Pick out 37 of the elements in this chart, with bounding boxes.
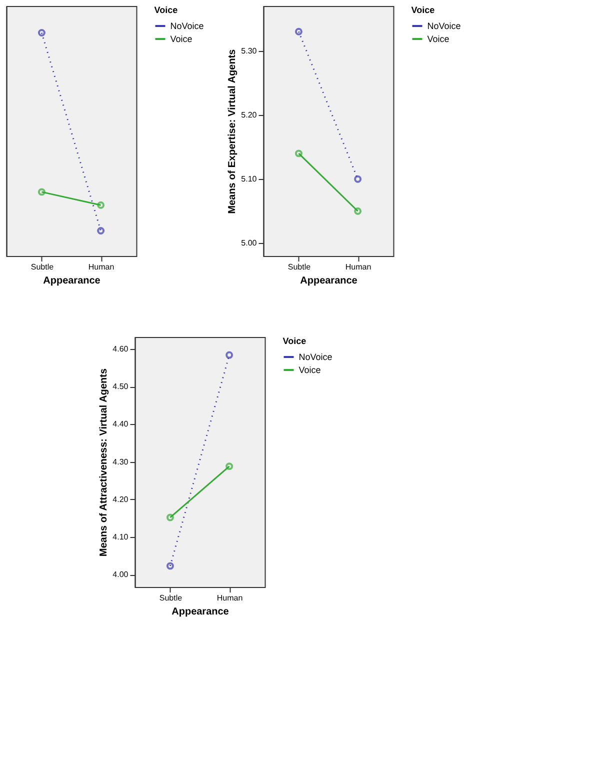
legend-label: NoVoice [298, 352, 332, 362]
x-tick-label: Subtle [30, 262, 54, 272]
legend-label: Voice [298, 365, 321, 375]
x-tick-label: Human [345, 262, 372, 272]
point [97, 227, 105, 235]
legend-title: Voice [411, 5, 435, 15]
point [38, 29, 46, 37]
y-axis-title: Means of Attractiveness: Virtual Agents [98, 368, 110, 557]
x-tick-label: Human [88, 262, 114, 272]
y-tick-label: 5.10 [241, 174, 258, 184]
x-tick-label: Human [216, 594, 243, 602]
legend-label: Voice [427, 34, 450, 44]
x-tick-label: Subtle [288, 262, 312, 272]
point [294, 28, 302, 36]
x-tick-label: Subtle [159, 594, 183, 602]
x-axis-title: Appearance [300, 276, 358, 286]
y-tick-label: 5.20 [241, 110, 258, 120]
point [166, 562, 174, 570]
point [354, 175, 362, 183]
legend-label: NoVoice [170, 21, 204, 31]
point [226, 351, 234, 359]
y-tick-label: 4.40 [112, 420, 129, 429]
y-tick-label: 4.20 [112, 494, 129, 504]
y-tick-label: 4.10 [112, 532, 129, 542]
y-tick-label: 4.30 [112, 457, 129, 466]
y-tick-label: 4.60 [112, 344, 129, 354]
y-tick-label: 5.00 [241, 238, 258, 248]
legend-title: Voice [154, 5, 178, 15]
legend-label: Voice [170, 34, 192, 44]
x-axis-title: Appearance [172, 606, 230, 618]
legend-title: Voice [282, 336, 306, 346]
legend-label: NoVoice [427, 21, 461, 31]
y-tick-label: 5.30 [241, 46, 258, 56]
x-axis-title: Appearance [43, 276, 101, 286]
y-tick-label: 4.00 [112, 570, 129, 580]
y-axis-title: Means of Expertise: Virtual Agents [227, 48, 238, 214]
y-tick-label: 4.50 [112, 382, 129, 392]
